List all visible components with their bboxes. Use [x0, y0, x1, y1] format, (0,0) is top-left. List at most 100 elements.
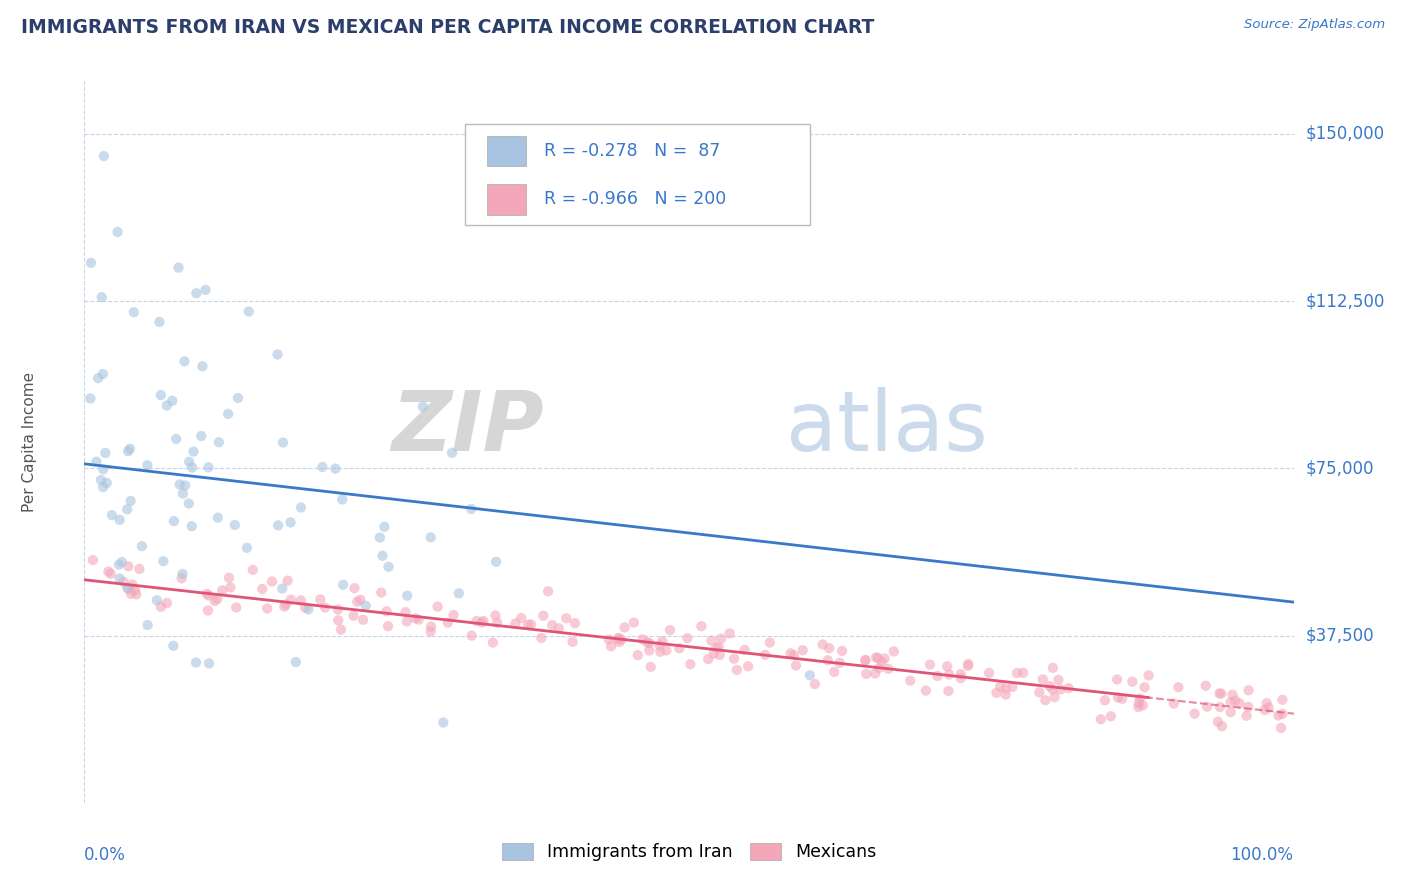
Point	[1271, 706, 1294, 721]
Point	[271, 582, 294, 596]
Point	[108, 572, 131, 586]
Point	[865, 650, 887, 665]
Point	[90, 473, 112, 487]
Point	[1005, 666, 1028, 681]
Point	[1107, 673, 1129, 687]
Point	[1033, 693, 1056, 707]
Point	[1039, 679, 1062, 693]
Point	[120, 587, 142, 601]
Point	[855, 666, 877, 681]
Point	[537, 584, 560, 599]
Point	[419, 530, 441, 544]
Point	[655, 643, 678, 657]
Point	[174, 478, 197, 492]
Text: atlas: atlas	[786, 386, 987, 467]
Point	[165, 432, 187, 446]
Point	[1028, 685, 1050, 699]
Point	[343, 581, 366, 595]
Point	[396, 589, 419, 603]
Point	[309, 592, 332, 607]
Point	[817, 653, 839, 667]
Point	[725, 663, 748, 677]
Point	[211, 583, 233, 598]
Point	[395, 615, 418, 629]
Point	[648, 638, 671, 652]
Point	[927, 669, 949, 683]
Point	[600, 640, 623, 654]
Point	[297, 602, 319, 616]
Point	[1128, 696, 1150, 710]
Point	[426, 599, 449, 614]
Point	[877, 662, 900, 676]
Point	[994, 681, 1017, 696]
Point	[128, 562, 150, 576]
Point	[290, 593, 312, 607]
Point	[252, 582, 274, 596]
Point	[437, 615, 460, 630]
Point	[863, 666, 886, 681]
Point	[636, 635, 658, 649]
Point	[915, 683, 938, 698]
Point	[530, 631, 553, 645]
Point	[204, 594, 226, 608]
Point	[1237, 699, 1260, 714]
Point	[710, 632, 733, 646]
Point	[1090, 712, 1112, 726]
Point	[1222, 688, 1244, 702]
Point	[799, 668, 821, 682]
Point	[818, 641, 841, 656]
Point	[152, 554, 174, 568]
Point	[1256, 696, 1278, 710]
Point	[1057, 681, 1080, 695]
Point	[260, 574, 283, 589]
Point	[328, 613, 350, 627]
Point	[547, 621, 569, 635]
Point	[82, 553, 104, 567]
Point	[197, 603, 219, 617]
Point	[179, 455, 201, 469]
Point	[117, 559, 139, 574]
Point	[186, 286, 208, 301]
Point	[197, 589, 219, 603]
Point	[1001, 680, 1024, 694]
Point	[638, 643, 661, 657]
Point	[236, 541, 259, 555]
Point	[149, 599, 172, 614]
Point	[148, 315, 170, 329]
Legend: Immigrants from Iran, Mexicans: Immigrants from Iran, Mexicans	[496, 838, 882, 866]
Point	[394, 605, 416, 619]
Point	[1099, 709, 1122, 723]
Point	[1132, 698, 1154, 713]
Point	[107, 225, 129, 239]
Point	[217, 407, 239, 421]
Point	[828, 656, 851, 670]
Point	[460, 629, 482, 643]
Point	[520, 617, 543, 632]
Point	[737, 659, 759, 673]
Point	[482, 635, 505, 649]
Point	[80, 256, 103, 270]
Point	[218, 571, 240, 585]
Point	[238, 304, 260, 318]
Point	[86, 455, 108, 469]
Point	[195, 587, 218, 601]
Point	[811, 638, 834, 652]
Point	[190, 429, 212, 443]
Point	[1254, 703, 1277, 717]
Point	[700, 633, 723, 648]
Point	[679, 657, 702, 672]
Point	[294, 600, 316, 615]
Point	[314, 600, 336, 615]
Point	[650, 645, 672, 659]
Point	[219, 580, 242, 594]
Point	[1107, 690, 1129, 705]
Point	[346, 595, 368, 609]
Point	[170, 571, 193, 585]
Point	[785, 658, 807, 673]
Point	[162, 393, 184, 408]
Point	[267, 518, 290, 533]
Point	[225, 600, 247, 615]
Point	[517, 617, 540, 632]
Point	[561, 635, 583, 649]
Point	[1237, 683, 1260, 698]
